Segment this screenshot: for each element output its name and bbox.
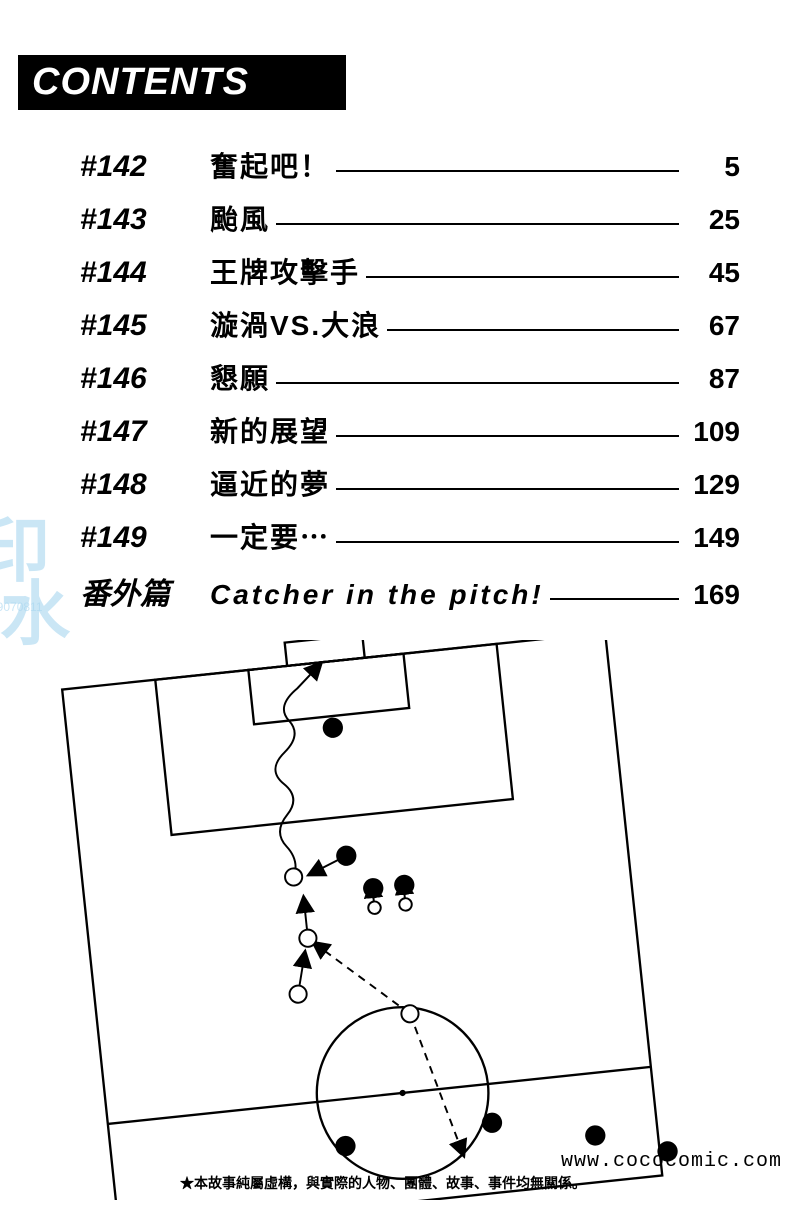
leader-line bbox=[366, 276, 679, 278]
chapter-title: 一定要⋯ bbox=[210, 516, 330, 556]
chapter-number: #148 bbox=[80, 468, 210, 502]
chapter-page: 45 bbox=[685, 257, 740, 289]
contents-header: CONTENTS bbox=[18, 55, 346, 110]
toc-row: 番外篇Catcher in the pitch!169 bbox=[80, 569, 740, 607]
chapter-number: #145 bbox=[80, 309, 210, 343]
chapter-title: 颱風 bbox=[210, 198, 270, 238]
watermark: 印 水 bbox=[0, 520, 70, 646]
leader-line bbox=[387, 329, 679, 331]
leader-line bbox=[276, 382, 679, 384]
chapter-title: 逼近的夢 bbox=[210, 463, 330, 503]
disclaimer-text: ★本故事純屬虛構，與實際的人物、團體、故事、事件均無關係。 bbox=[180, 1173, 586, 1193]
chapter-page: 129 bbox=[685, 469, 740, 501]
toc-row: #143颱風 25 bbox=[80, 198, 740, 236]
chapter-number: #143 bbox=[80, 203, 210, 237]
leader-line bbox=[336, 435, 679, 437]
chapter-number: #147 bbox=[80, 415, 210, 449]
leader-line bbox=[336, 488, 679, 490]
chapter-page: 149 bbox=[685, 522, 740, 554]
chapter-page: 169 bbox=[685, 579, 740, 611]
chapter-title: Catcher in the pitch! bbox=[210, 579, 544, 611]
chapter-title: 王牌攻擊手 bbox=[210, 251, 360, 291]
leader-line bbox=[276, 223, 679, 225]
toc-row: #145漩渦VS.大浪 67 bbox=[80, 304, 740, 342]
chapter-number: #144 bbox=[80, 256, 210, 290]
watermark-line1: 印 bbox=[0, 520, 70, 583]
leader-line bbox=[336, 541, 679, 543]
leader-line bbox=[336, 170, 679, 172]
chapter-page: 67 bbox=[685, 310, 740, 342]
toc-row: #142奮起吧！ 5 bbox=[80, 145, 740, 183]
chapter-page: 87 bbox=[685, 363, 740, 395]
toc-row: #148逼近的夢 129 bbox=[80, 463, 740, 501]
watermark-id: 09070811 bbox=[0, 600, 43, 614]
chapter-number: #149 bbox=[80, 521, 210, 555]
chapter-page: 25 bbox=[685, 204, 740, 236]
chapter-number: #142 bbox=[80, 150, 210, 184]
table-of-contents: #142奮起吧！ 5 #143颱風 25 #144王牌攻擊手 45 #145漩渦VS.大浪 6… bbox=[80, 145, 740, 622]
chapter-page: 109 bbox=[685, 416, 740, 448]
chapter-title: 漩渦VS.大浪 bbox=[210, 304, 381, 344]
toc-row: #146懇願 87 bbox=[80, 357, 740, 395]
chapter-title: 新的展望 bbox=[210, 410, 330, 450]
toc-row: #147新的展望 109 bbox=[80, 410, 740, 448]
leader-line bbox=[550, 598, 679, 600]
soccer-diagram bbox=[20, 640, 780, 1200]
source-url: www.cococomic.com bbox=[561, 1150, 782, 1173]
chapter-title: 懇願 bbox=[210, 357, 270, 397]
chapter-number: 番外篇 bbox=[80, 569, 210, 613]
watermark-line2: 水 bbox=[0, 583, 70, 646]
chapter-number: #146 bbox=[80, 362, 210, 396]
toc-row: #144王牌攻擊手 45 bbox=[80, 251, 740, 289]
chapter-page: 5 bbox=[685, 151, 740, 183]
chapter-title: 奮起吧！ bbox=[210, 145, 330, 185]
toc-row: #149一定要⋯ 149 bbox=[80, 516, 740, 554]
